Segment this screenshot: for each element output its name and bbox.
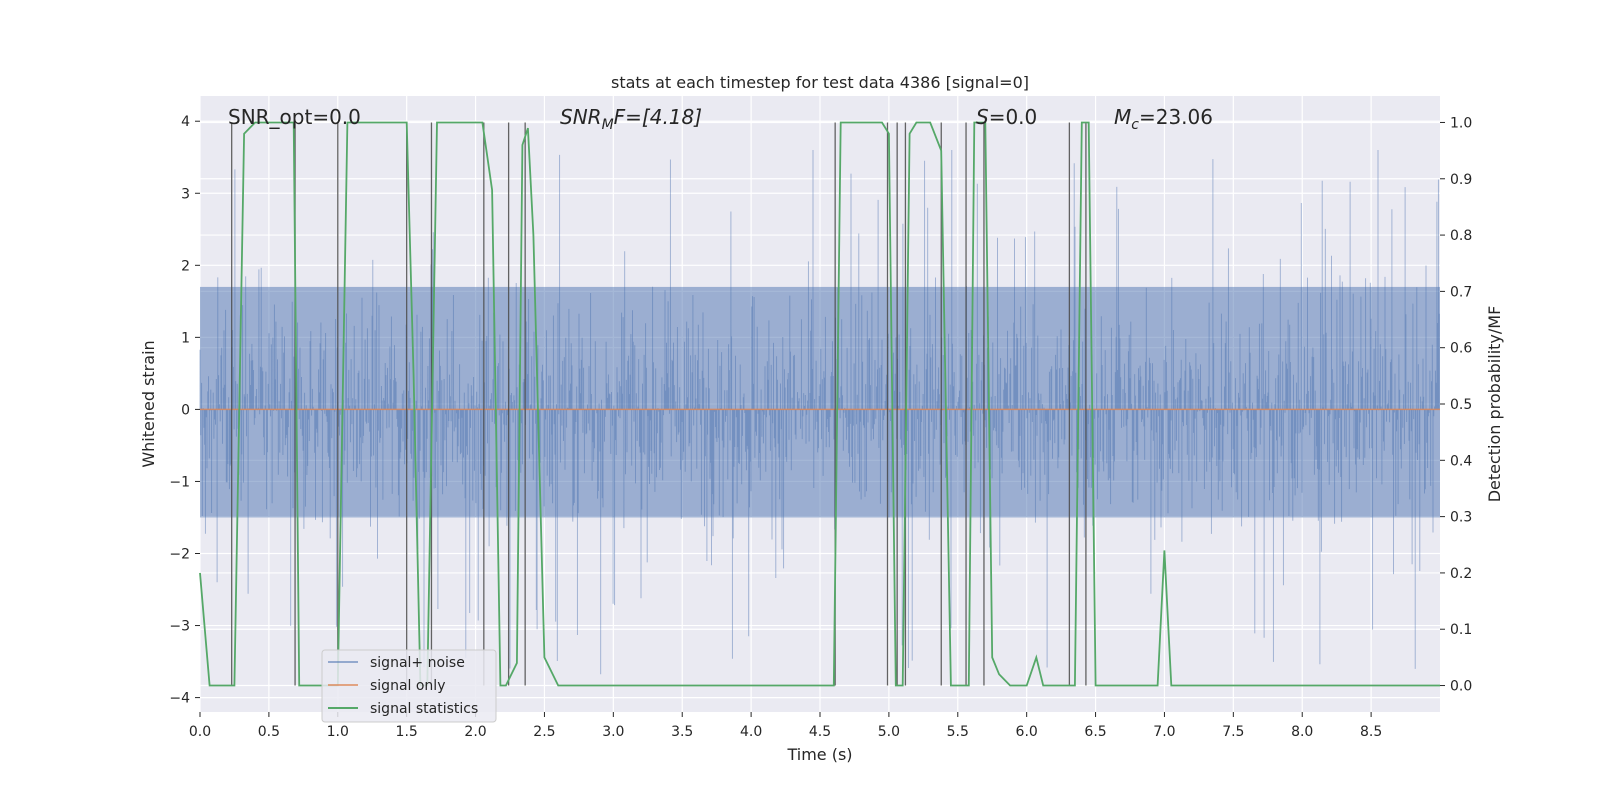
x-tick-label: 0.0 <box>189 724 211 740</box>
y-axis-label: Whitened strain <box>139 340 158 467</box>
mc-sub: c <box>1131 117 1139 133</box>
x-tick-label: 3.0 <box>602 724 624 740</box>
y2-tick-label: 0.9 <box>1450 172 1472 188</box>
y-tick-label: −1 <box>169 474 190 490</box>
y2-tick-label: 0.1 <box>1450 622 1472 638</box>
x-tick-label: 5.5 <box>947 724 969 740</box>
y-tick-label: 1 <box>181 330 190 346</box>
y-tick-label: −2 <box>169 546 190 562</box>
x-axis-label: Time (s) <box>786 745 852 764</box>
s-value: =0.0 <box>989 105 1038 129</box>
x-tick-label: 7.0 <box>1153 724 1175 740</box>
y-tick-label: 3 <box>181 186 190 202</box>
annotation-snr-opt: SNR_opt=0.0 <box>228 105 361 129</box>
y2-tick-label: 1.0 <box>1450 115 1472 131</box>
y-tick-label: 0 <box>181 402 190 418</box>
x-tick-label: 0.5 <box>258 724 280 740</box>
signal-statistics-line <box>199 121 1440 687</box>
y2-axis-label: Detection probability/MF <box>1485 306 1504 503</box>
x-tick-label: 6.5 <box>1084 724 1106 740</box>
y2-tick-label: 0.0 <box>1450 679 1472 695</box>
annotation-snr-mf: SNRMF=[4.18] <box>560 105 702 133</box>
x-tick-label: 6.0 <box>1016 724 1038 740</box>
snr-mf-suffix: F=[4.18] <box>614 105 702 129</box>
x-tick-label: 4.0 <box>740 724 762 740</box>
y2-axis-ticks: 1.0 0.9 0.8 0.7 0.6 0.5 0.4 0.3 0.2 0.1 0.0 <box>1440 115 1472 695</box>
x-tick-label: 7.5 <box>1222 724 1244 740</box>
mc-value: =23.06 <box>1139 105 1213 129</box>
y2-tick-label: 0.7 <box>1450 284 1472 300</box>
y2-tick-label: 0.3 <box>1450 510 1472 526</box>
legend-label-signal-statistics: signal statistics <box>370 701 478 717</box>
y-tick-label: −3 <box>169 619 190 635</box>
legend-box <box>321 649 497 723</box>
y2-tick-label: 0.4 <box>1450 453 1472 469</box>
y-axis-ticks: 4 3 2 1 0 −1 −2 −3 −4 <box>169 114 200 707</box>
x-tick-label: 1.5 <box>396 724 418 740</box>
x-axis-ticks: 0.0 0.5 1.0 1.5 2.0 2.5 3.0 3.5 4.0 4.5 5.0 5.5 6.0 6… <box>189 712 1382 740</box>
snr-mf-sub: M <box>602 117 614 133</box>
y-tick-label: 2 <box>181 258 190 274</box>
y2-tick-label: 0.6 <box>1450 341 1472 357</box>
x-tick-label: 5.0 <box>878 724 900 740</box>
legend: signal+ noise signal only signal statist… <box>321 649 497 723</box>
annotation-s: S=0.0 <box>976 105 1037 129</box>
y2-tick-label: 0.2 <box>1450 566 1472 582</box>
legend-label-signal-only: signal only <box>370 678 445 694</box>
y2-tick-label: 0.5 <box>1450 397 1472 413</box>
s-var: S <box>976 105 989 129</box>
x-tick-label: 2.0 <box>464 724 486 740</box>
legend-label-signal-noise: signal+ noise <box>370 655 465 671</box>
x-tick-label: 1.0 <box>327 724 349 740</box>
y2-tick-label: 0.8 <box>1450 228 1472 244</box>
chart-title: stats at each timestep for test data 438… <box>611 73 1029 92</box>
y-tick-label: −4 <box>169 691 190 707</box>
annotation-mc: Mc=23.06 <box>1114 105 1213 133</box>
y-tick-label: 4 <box>181 114 190 130</box>
x-tick-label: 3.5 <box>671 724 693 740</box>
x-tick-label: 8.0 <box>1291 724 1313 740</box>
x-tick-label: 4.5 <box>809 724 831 740</box>
x-tick-label: 2.5 <box>533 724 555 740</box>
snr-mf-prefix: SNR <box>560 105 602 129</box>
x-tick-label: 8.5 <box>1360 724 1382 740</box>
mc-var: M <box>1114 105 1131 129</box>
